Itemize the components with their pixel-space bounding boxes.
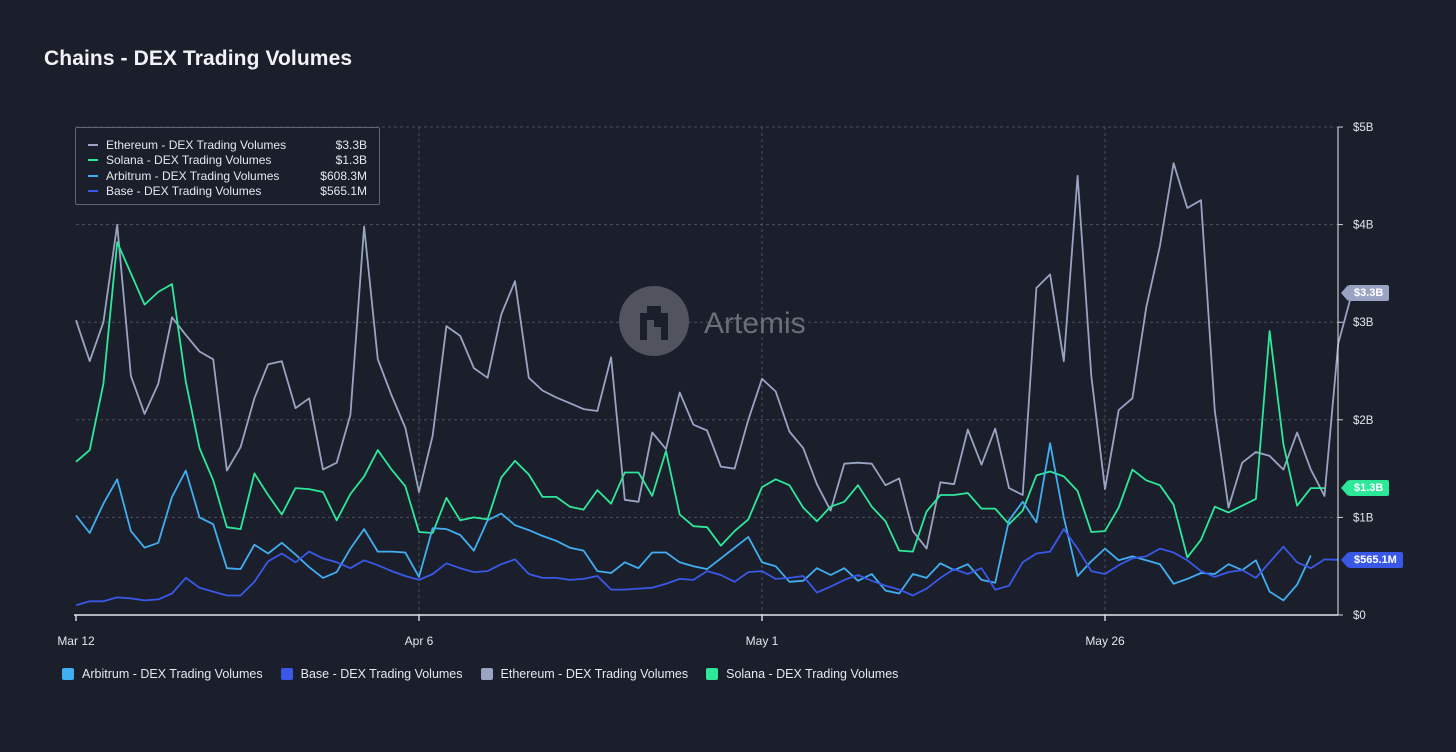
series-line-solana[interactable]: [75, 241, 1325, 559]
chart-axes: $0 $1B $2B $3B $4B $5B Mar 12 Apr 6 May 1 May 26: [57, 122, 1373, 648]
tooltip-row: Base - DEX Trading Volumes $565.1M: [88, 184, 367, 200]
artemis-logo-mark: [640, 306, 668, 340]
legend: Arbitrum - DEX Trading Volumes Base - DEX…: [62, 667, 916, 681]
legend-swatch: [62, 668, 74, 680]
tooltip-series-name: Arbitrum - DEX Trading Volumes: [106, 168, 280, 183]
tooltip-series-name: Solana - DEX Trading Volumes: [106, 153, 272, 168]
tooltip-series-value: $1.3B: [335, 153, 367, 168]
tooltip-series-name: Base - DEX Trading Volumes: [106, 184, 262, 199]
tooltip-swatch: [88, 159, 98, 162]
x-tick-label: May 1: [746, 634, 779, 648]
series-layer: [75, 162, 1353, 607]
legend-swatch: [706, 668, 719, 680]
legend-label: Arbitrum - DEX Trading Volumes: [82, 667, 263, 681]
artemis-watermark: Artemis: [619, 286, 806, 356]
end-value-badge-base: $565.1M: [1341, 551, 1403, 568]
legend-label: Base - DEX Trading Volumes: [300, 667, 463, 681]
legend-swatch: [280, 668, 293, 680]
tooltip-row: Ethereum - DEX Trading Volumes $3.3B: [88, 137, 367, 153]
tooltip-series-name: Ethereum - DEX Trading Volumes: [106, 137, 287, 152]
tooltip-series-value: $3.3B: [335, 137, 367, 152]
end-value-badge-solana: $1.3B: [1340, 480, 1390, 497]
series-line-ethereum[interactable]: [75, 162, 1353, 550]
y-tick-label: $4B: [1353, 220, 1374, 232]
watermark-text: Artemis: [704, 307, 806, 340]
series-line-arbitrum[interactable]: [75, 442, 1312, 602]
tooltip-row: Arbitrum - DEX Trading Volumes $608.3M: [88, 168, 367, 184]
series-line-base[interactable]: [75, 528, 1339, 607]
y-tick-label: $0: [1353, 610, 1366, 622]
x-tick-label: Apr 6: [405, 634, 434, 648]
legend-item[interactable]: Base - DEX Trading Volumes: [280, 667, 463, 681]
legend-swatch: [480, 668, 493, 680]
y-tick-label: $5B: [1353, 122, 1374, 134]
y-tick-label: $2B: [1353, 415, 1374, 427]
y-tick-label: $1B: [1353, 512, 1374, 524]
x-tick-label: May 26: [1085, 634, 1125, 648]
end-value-badge-ethereum: $3.3B: [1340, 284, 1390, 301]
legend-item[interactable]: Solana - DEX Trading Volumes: [706, 667, 898, 681]
tooltip-series-value: $608.3M: [320, 168, 367, 183]
tooltip-box: Ethereum - DEX Trading Volumes $3.3B Solan…: [75, 127, 380, 205]
legend-label: Solana - DEX Trading Volumes: [726, 667, 899, 681]
tooltip-series-value: $565.1M: [320, 184, 367, 199]
tooltip-swatch: [88, 190, 98, 193]
tooltip-swatch: [88, 143, 98, 146]
page-title: Chains - DEX Trading Volumes: [44, 47, 353, 70]
x-tick-label: Mar 12: [57, 634, 95, 648]
legend-item[interactable]: Ethereum - DEX Trading Volumes: [480, 667, 689, 681]
legend-item[interactable]: Arbitrum - DEX Trading Volumes: [62, 667, 263, 681]
chart-grid: [76, 126, 1338, 615]
tooltip-swatch: [88, 174, 98, 177]
legend-label: Ethereum - DEX Trading Volumes: [500, 667, 689, 681]
y-tick-label: $3B: [1353, 317, 1374, 329]
tooltip-row: Solana - DEX Trading Volumes $1.3B: [88, 153, 367, 169]
